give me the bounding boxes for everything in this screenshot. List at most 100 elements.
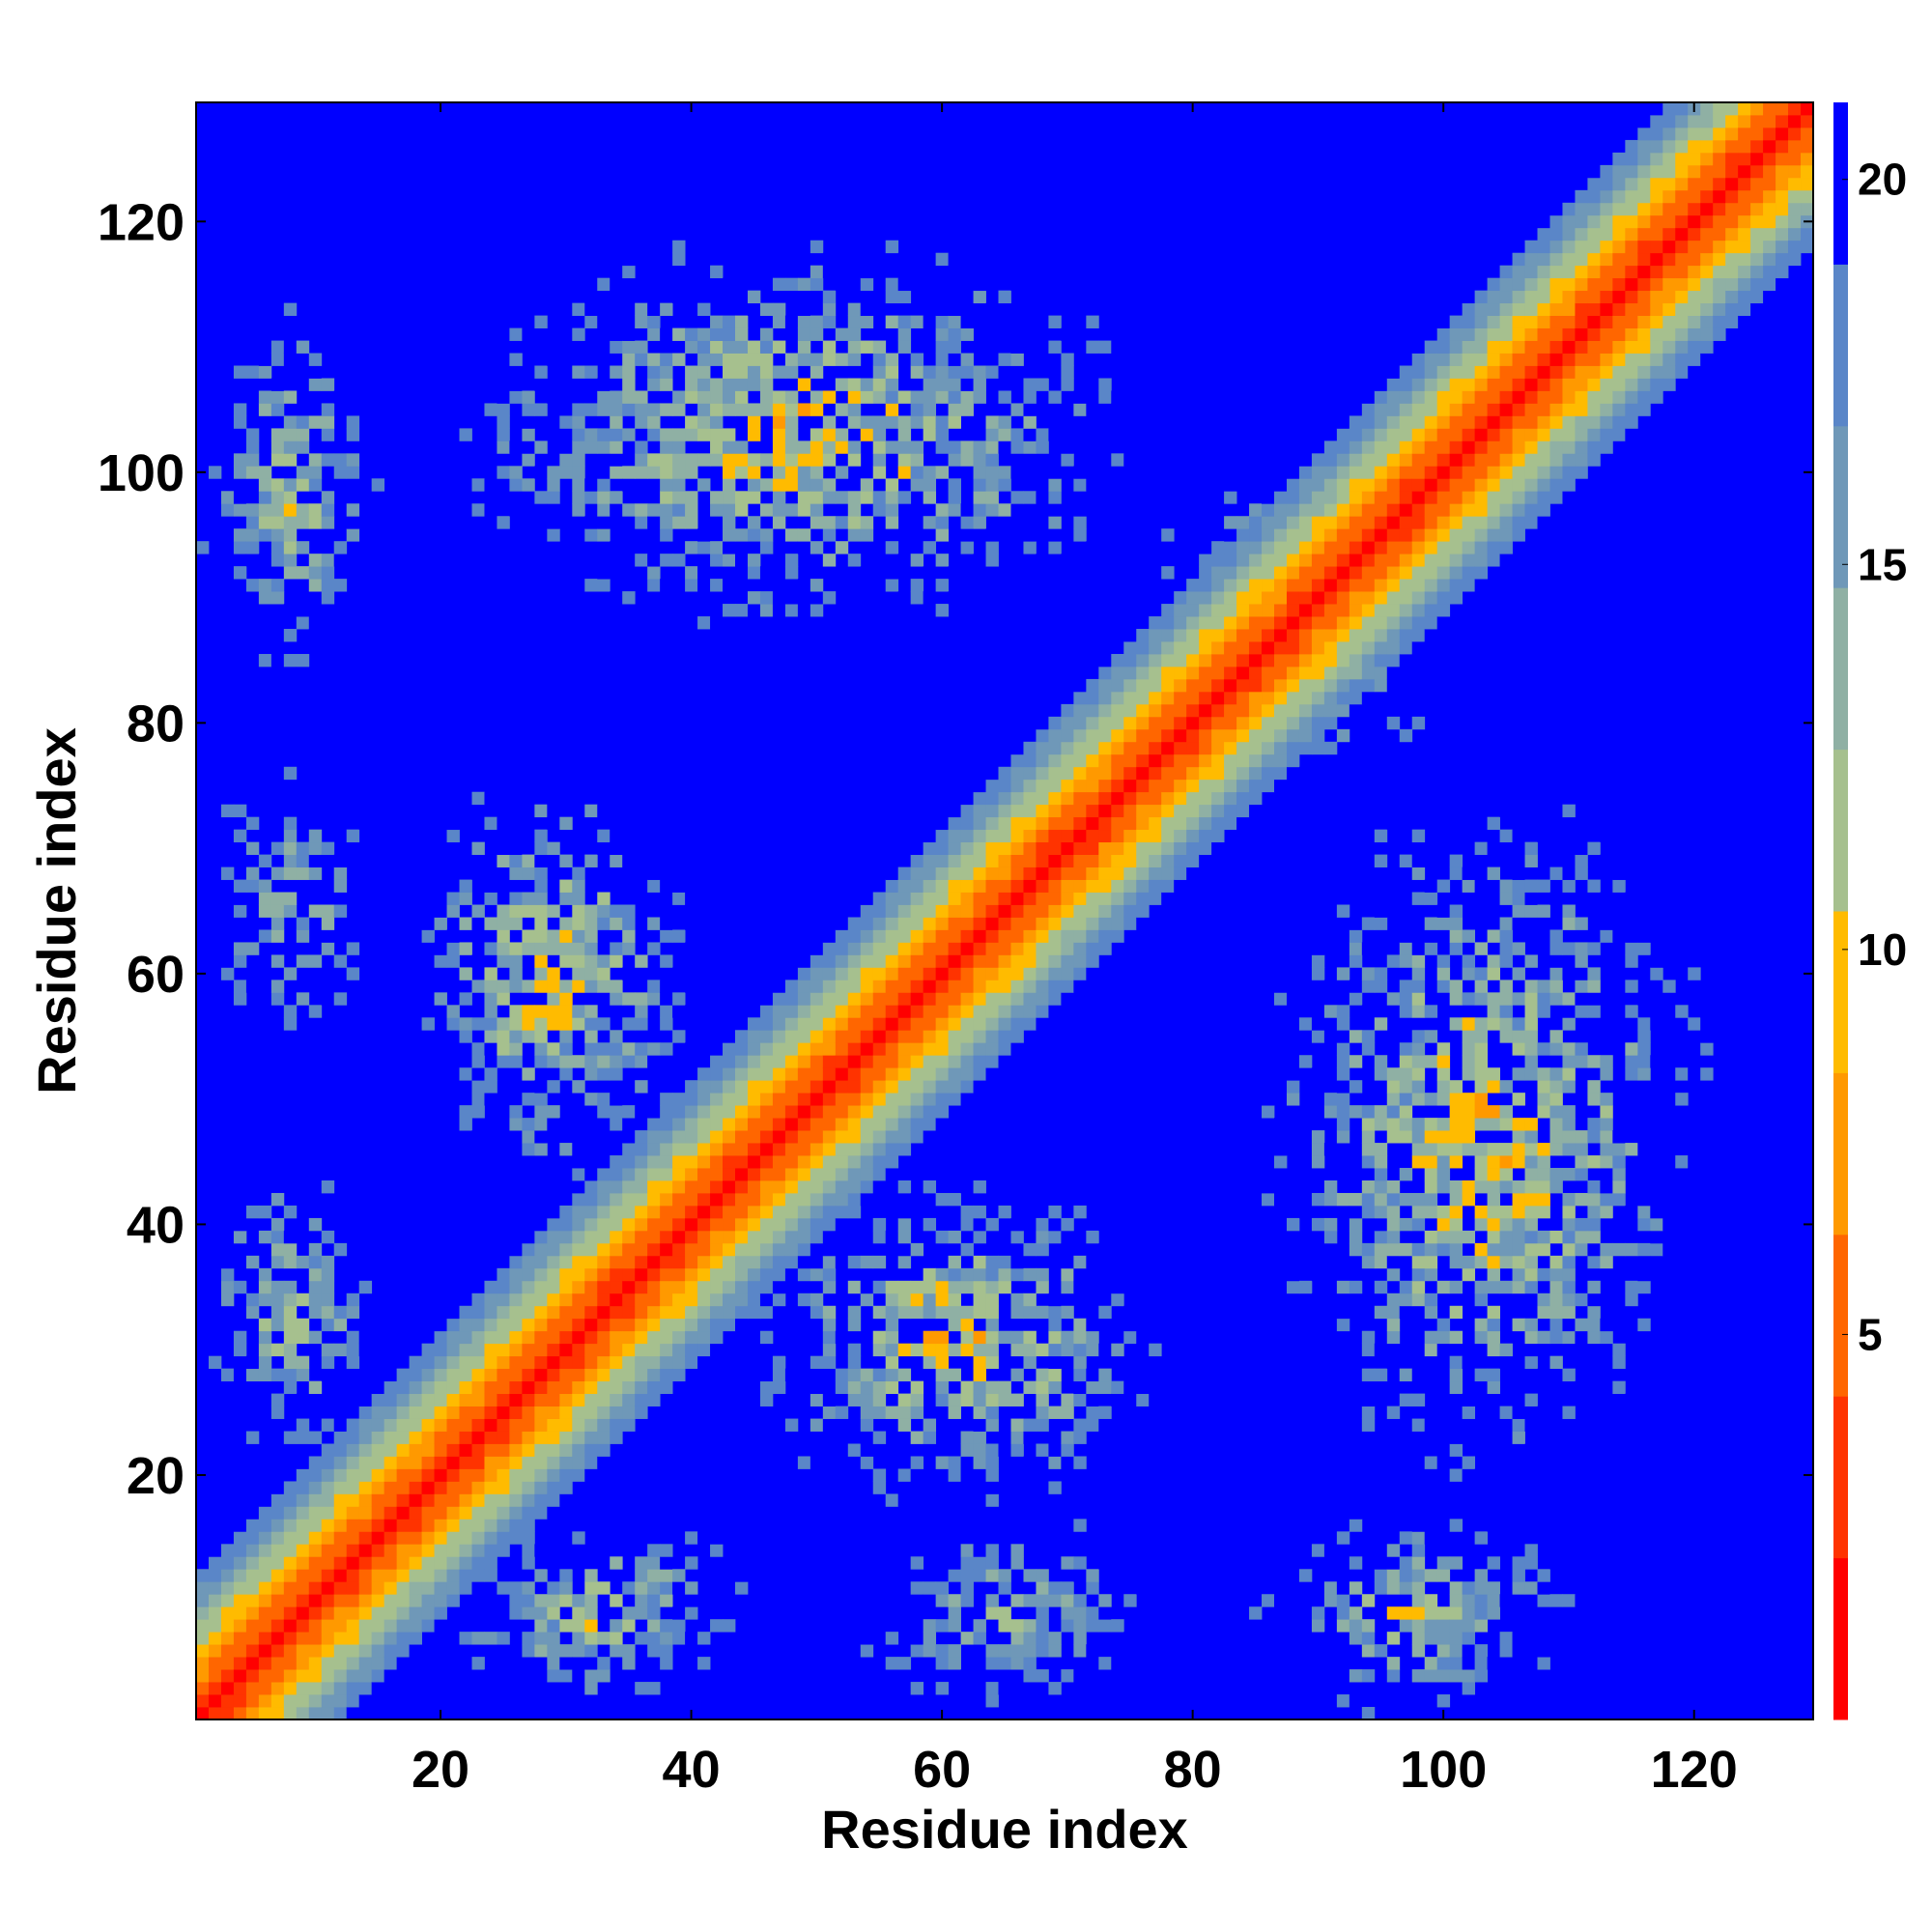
heatmap-cell xyxy=(1274,691,1288,705)
heatmap-cell xyxy=(233,1343,247,1357)
heatmap-cell xyxy=(321,378,335,391)
heatmap-cell xyxy=(1462,1644,1476,1658)
heatmap-cell xyxy=(584,1368,598,1382)
heatmap-cell xyxy=(584,1418,598,1432)
heatmap-cell xyxy=(396,1493,411,1507)
heatmap-cell xyxy=(647,1581,661,1595)
heatmap-cell xyxy=(1186,829,1200,843)
heatmap-cell xyxy=(998,1443,1011,1457)
heatmap-cell xyxy=(1111,753,1124,768)
heatmap-cell xyxy=(810,1168,824,1181)
heatmap-cell xyxy=(885,415,899,429)
heatmap-cell xyxy=(1274,566,1288,580)
heatmap-cell xyxy=(509,1456,523,1469)
heatmap-cell xyxy=(1262,728,1275,743)
heatmap-cell xyxy=(784,365,799,379)
heatmap-cell xyxy=(1286,604,1300,617)
heatmap-cell xyxy=(759,1168,774,1181)
heatmap-cell xyxy=(1098,766,1112,781)
heatmap-cell xyxy=(635,1130,648,1144)
heatmap-cell xyxy=(296,666,310,680)
heatmap-cell xyxy=(572,942,585,955)
heatmap-cell xyxy=(346,1481,360,1494)
heatmap-cell xyxy=(910,1380,924,1395)
heatmap-cell xyxy=(308,1556,323,1570)
heatmap-cell xyxy=(1136,854,1150,867)
heatmap-cell xyxy=(1073,766,1087,781)
heatmap-cell xyxy=(1274,728,1288,743)
heatmap-cell xyxy=(860,616,874,630)
heatmap-cell xyxy=(1449,1280,1463,1294)
heatmap-cell xyxy=(1336,1569,1350,1582)
heatmap-cell xyxy=(685,365,698,379)
heatmap-cell xyxy=(471,1105,485,1119)
heatmap-cell xyxy=(1073,967,1087,980)
heatmap-cell xyxy=(1386,579,1401,592)
heatmap-cell xyxy=(270,1644,285,1658)
heatmap-cell xyxy=(1449,917,1463,930)
heatmap-cell xyxy=(1262,629,1275,642)
heatmap-cell xyxy=(1436,954,1451,968)
heatmap-cell xyxy=(985,1443,999,1457)
heatmap-cell xyxy=(622,1042,636,1056)
heatmap-cell xyxy=(860,1042,874,1056)
heatmap-cell xyxy=(735,579,749,592)
heatmap-cell xyxy=(283,1707,298,1720)
heatmap-cell xyxy=(384,1644,398,1658)
heatmap-cell xyxy=(1023,428,1037,441)
heatmap-cell xyxy=(835,1418,849,1432)
heatmap-cell xyxy=(572,1318,585,1332)
heatmap-cell xyxy=(572,1330,585,1345)
heatmap-cell xyxy=(810,1380,824,1395)
heatmap-cell xyxy=(522,327,535,341)
heatmap-cell xyxy=(258,1267,272,1282)
heatmap-cell xyxy=(1462,1581,1476,1595)
heatmap-cell xyxy=(797,327,811,341)
heatmap-cell xyxy=(208,1581,222,1595)
heatmap-cell xyxy=(384,1594,398,1607)
heatmap-cell xyxy=(559,1330,573,1345)
heatmap-cell xyxy=(1098,804,1112,818)
heatmap-cell xyxy=(333,1707,348,1720)
heatmap-cell xyxy=(1386,1205,1401,1219)
heatmap-cell xyxy=(258,1632,272,1645)
heatmap-cell xyxy=(572,1619,585,1633)
heatmap-cell xyxy=(923,1105,937,1119)
heatmap-cell xyxy=(333,954,348,968)
heatmap-cell xyxy=(572,1556,585,1570)
heatmap-cell xyxy=(1411,1619,1426,1633)
heatmap-cell xyxy=(772,1305,786,1320)
heatmap-cell xyxy=(446,954,460,968)
heatmap-cell xyxy=(1073,503,1087,517)
heatmap-cell xyxy=(985,791,999,806)
heatmap-cell xyxy=(1036,1267,1049,1282)
heatmap-cell xyxy=(610,1168,623,1181)
heatmap-cell xyxy=(584,365,598,379)
heatmap-cell xyxy=(985,779,999,793)
heatmap-cell xyxy=(822,453,837,467)
heatmap-cell xyxy=(270,1669,285,1683)
heatmap-cell xyxy=(1298,1130,1313,1144)
heatmap-cell xyxy=(534,1105,548,1119)
heatmap-cell xyxy=(647,1180,661,1194)
heatmap-cell xyxy=(1249,503,1263,517)
heatmap-cell xyxy=(584,1192,598,1207)
heatmap-cell xyxy=(1399,1619,1413,1633)
heatmap-cell xyxy=(1161,879,1175,893)
heatmap-cell xyxy=(747,1168,761,1181)
heatmap-cell xyxy=(384,1368,398,1382)
heatmap-cell xyxy=(296,1707,310,1720)
heatmap-cell xyxy=(196,942,210,955)
heatmap-cell xyxy=(321,1694,335,1708)
heatmap-cell xyxy=(584,1318,598,1332)
heatmap-cell xyxy=(672,1143,686,1156)
heatmap-cell xyxy=(1323,466,1338,479)
heatmap-cell xyxy=(985,766,999,781)
heatmap-cell xyxy=(784,1155,799,1169)
heatmap-cell xyxy=(885,1055,899,1068)
heatmap-cell xyxy=(584,1205,598,1219)
heatmap-cell xyxy=(685,503,698,517)
heatmap-cell xyxy=(1274,1192,1288,1207)
heatmap-cell xyxy=(1311,491,1325,504)
heatmap-cell xyxy=(948,1267,961,1282)
